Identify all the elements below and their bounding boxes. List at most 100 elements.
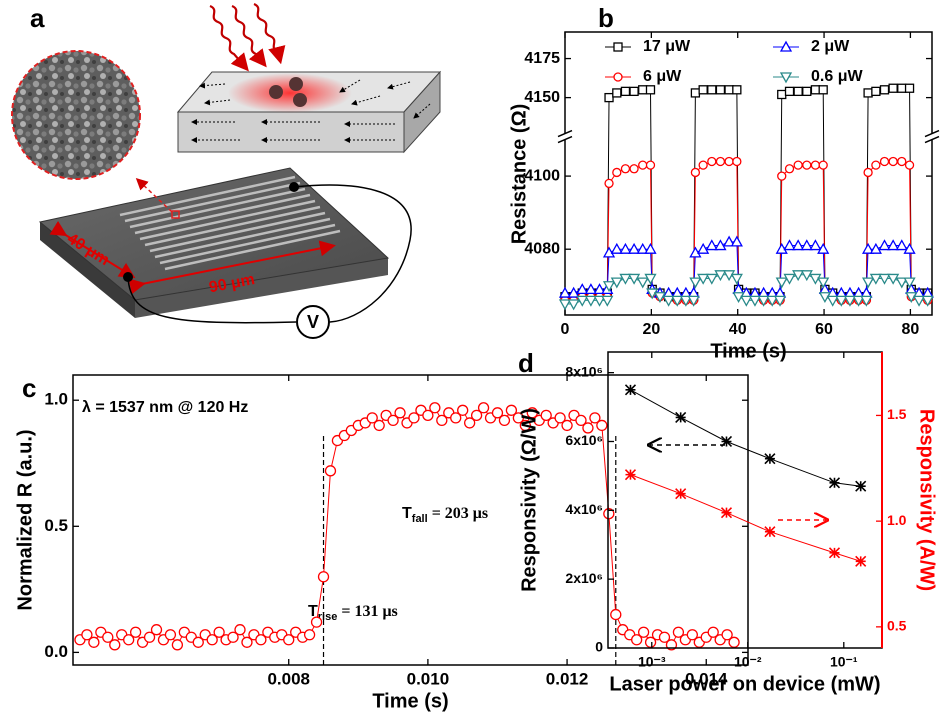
- data-point: [658, 631, 671, 643]
- data-point: [109, 639, 121, 651]
- light-wave: [231, 4, 267, 68]
- data-point: [422, 409, 434, 421]
- data-point: [783, 239, 796, 251]
- data-point: [887, 273, 900, 285]
- y2-axis-title: Responsivity (A/W): [916, 409, 938, 591]
- data-point: [728, 636, 740, 648]
- x-tick-label: 10⁻²: [734, 654, 762, 670]
- y-tick-label: 4100: [524, 167, 560, 184]
- data-point: [793, 160, 803, 170]
- data-point: [512, 412, 525, 424]
- legend-label: 0.6 μW: [811, 68, 863, 85]
- data-point: [102, 631, 114, 643]
- light-spot: [228, 73, 352, 113]
- x-tick-label: 10⁻¹: [830, 654, 858, 670]
- data-point: [861, 242, 875, 254]
- data-point: [792, 270, 805, 282]
- data-point: [636, 242, 649, 254]
- data-point: [724, 85, 734, 95]
- y-tick-label: 1.0: [44, 390, 68, 409]
- data-point: [491, 407, 504, 419]
- data-point: [620, 86, 631, 97]
- data-point: [129, 626, 142, 638]
- panel-a: a: [11, 3, 442, 339]
- plot-frame: [607, 351, 883, 649]
- data-point: [879, 156, 890, 167]
- data-point: [81, 629, 93, 641]
- x-tick-label: 60: [815, 321, 833, 338]
- annotation-text: T: [308, 603, 318, 620]
- x-tick-label: 0.008: [267, 669, 310, 688]
- data-point: [715, 156, 726, 167]
- y-tick-label: 0.5: [44, 516, 68, 535]
- box-front: [177, 111, 405, 153]
- y-tick-label: 0.0: [44, 642, 68, 661]
- data-point: [644, 273, 657, 285]
- data-point: [192, 636, 204, 648]
- sem-inset: [11, 50, 141, 180]
- annotation-text: λ = 1537 nm @ 120 Hz: [82, 399, 248, 416]
- data-point: [575, 414, 587, 427]
- data-point: [828, 477, 841, 489]
- data-point: [705, 239, 718, 251]
- data-point: [123, 634, 135, 646]
- data-point: [582, 422, 594, 434]
- annotation-subscript: rise: [318, 611, 338, 623]
- data-point: [861, 277, 875, 289]
- data-point: [817, 242, 830, 254]
- data-point: [707, 156, 717, 167]
- data-point: [554, 412, 566, 424]
- data-point: [800, 239, 813, 251]
- annotation: Tfall = 203 μs: [402, 505, 488, 525]
- data-point: [206, 634, 218, 646]
- data-point: [810, 85, 821, 95]
- data-point: [610, 608, 622, 621]
- y2-tick-label: 0.5: [887, 618, 907, 634]
- data-point: [394, 407, 406, 419]
- data-point: [671, 295, 684, 307]
- data-point: [366, 412, 378, 424]
- data-point: [675, 488, 687, 500]
- data-point: [637, 626, 650, 638]
- axis-break: [924, 129, 940, 144]
- data-point: [903, 242, 916, 254]
- x-tick-label: 40: [729, 321, 747, 338]
- light-wave: [209, 4, 249, 72]
- data-point: [777, 171, 787, 181]
- data-point: [869, 273, 882, 285]
- chart: d Laser power on device (mW) Responsivity …: [518, 348, 938, 695]
- data-point: [505, 404, 518, 416]
- data-point: [450, 412, 462, 424]
- zoom-arrow: [135, 177, 173, 213]
- y-tick-label: 2x10⁶: [565, 570, 603, 586]
- data-point: [732, 85, 742, 95]
- data-point: [645, 85, 656, 95]
- data-point: [775, 277, 788, 289]
- annotation: Trise = 131 μs: [308, 603, 398, 623]
- zoom-region: [171, 210, 180, 219]
- data-point: [629, 86, 639, 97]
- data-point: [387, 414, 399, 427]
- legend-marker: [779, 72, 793, 84]
- scale-arrow: [128, 240, 336, 295]
- data-point: [698, 160, 708, 170]
- data-point: [707, 626, 719, 638]
- data-point: [802, 86, 812, 97]
- carrier-arrow: [204, 99, 231, 106]
- data-point: [895, 239, 908, 251]
- data-point: [593, 295, 606, 307]
- series-line: [630, 474, 861, 562]
- data-point: [826, 295, 839, 307]
- data-point: [887, 239, 900, 251]
- data-point: [619, 242, 632, 254]
- data-point: [283, 634, 295, 646]
- data-point: [757, 295, 770, 307]
- data-point: [303, 629, 316, 641]
- data-point: [584, 283, 598, 295]
- data-point: [904, 83, 915, 93]
- legend-marker: [613, 42, 623, 52]
- y2-tick-label: 1.5: [887, 406, 907, 422]
- annotation: λ = 1537 nm @ 120 Hz: [82, 399, 248, 416]
- data-point: [213, 626, 225, 638]
